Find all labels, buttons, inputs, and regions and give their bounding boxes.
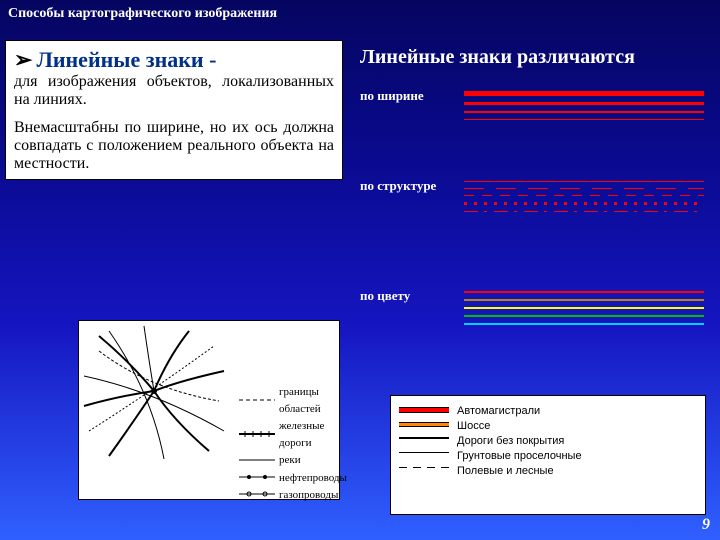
bullet-icon: ➢	[14, 47, 32, 73]
road-legend-label: Автомагистрали	[457, 405, 540, 417]
line-sample	[464, 102, 704, 105]
map-legend: границы областей железные дороги реки не…	[239, 383, 347, 505]
line-sample	[464, 91, 704, 96]
line-sample	[464, 307, 704, 309]
map-illustration	[79, 321, 229, 461]
road-legend-label: Шоссе	[457, 420, 490, 432]
road-legend-label: Грунтовые проселочные	[457, 450, 582, 462]
page-number: 9	[702, 516, 710, 534]
group-structure: по структуре	[360, 178, 710, 218]
left-para1: для изображения объектов, локализованных…	[14, 73, 334, 109]
group-width-label: по ширине	[360, 88, 460, 104]
line-sample	[464, 188, 704, 189]
line-sample	[464, 323, 704, 325]
group-color-label: по цвету	[360, 288, 460, 304]
left-text-box: ➢ Линейные знаки - для изображения объек…	[5, 40, 343, 180]
road-legend-row: Автомагистрали	[399, 405, 697, 417]
line-sample	[464, 299, 704, 301]
road-legend-label: Полевые и лесные	[457, 465, 554, 477]
line-sample	[464, 119, 704, 120]
group-color: по цвету	[360, 288, 710, 331]
map-legend-item: границы областей	[279, 384, 347, 417]
road-legend: Автомагистрали Шоссе Дороги без покрытия Гр…	[390, 395, 706, 515]
slide-title: Способы картографического изображения	[0, 0, 720, 28]
map-legend-item: железные дороги	[279, 418, 347, 451]
road-legend-label: Дороги без покрытия	[457, 435, 564, 447]
map-legend-item: реки	[279, 452, 301, 469]
map-legend-item: нефтепроводы	[279, 470, 347, 487]
line-sample	[464, 315, 704, 317]
right-title: Линейные знаки различаются	[360, 46, 635, 69]
line-sample	[464, 195, 704, 196]
road-legend-row: Шоссе	[399, 420, 697, 432]
road-legend-row: Грунтовые проселочные	[399, 450, 697, 462]
road-symbol	[399, 467, 449, 475]
map-legend-item: газопроводы	[279, 487, 338, 504]
group-width: по ширине	[360, 88, 710, 126]
road-legend-row: Дороги без покрытия	[399, 435, 697, 447]
road-symbol	[399, 452, 449, 460]
line-sample	[464, 202, 704, 205]
map-box: границы областей железные дороги реки не…	[78, 320, 340, 500]
line-sample	[464, 291, 704, 293]
road-symbol	[399, 437, 449, 445]
left-para2: Внемасштабны по ширине, но их ось должна…	[14, 119, 334, 173]
road-symbol	[399, 422, 449, 430]
line-sample	[464, 211, 704, 212]
road-legend-row: Полевые и лесные	[399, 465, 697, 477]
left-heading: Линейные знаки -	[36, 47, 216, 73]
line-sample	[464, 111, 704, 113]
group-structure-label: по структуре	[360, 178, 460, 194]
road-symbol	[399, 407, 449, 415]
line-sample	[464, 181, 704, 182]
